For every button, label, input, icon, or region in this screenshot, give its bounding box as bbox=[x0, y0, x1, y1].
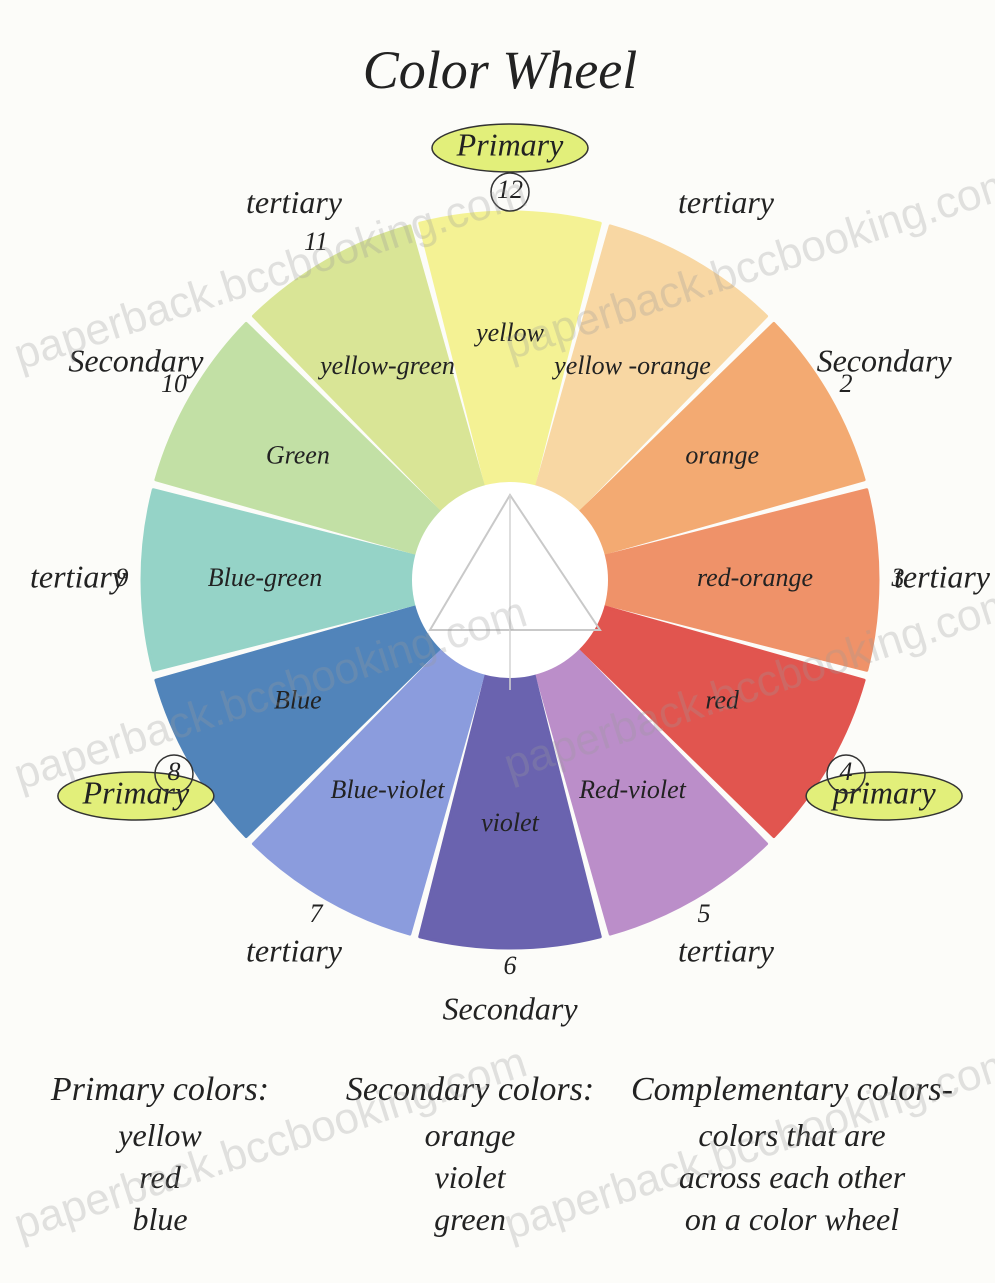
segment-number: 5 bbox=[698, 899, 711, 928]
segment-number: 9 bbox=[116, 563, 129, 592]
role-label: tertiary bbox=[30, 558, 127, 594]
segment-label: Red-violet bbox=[578, 775, 687, 804]
role-label: tertiary bbox=[678, 184, 775, 220]
segment-label: yellow -orange bbox=[551, 351, 711, 380]
title: Color Wheel bbox=[363, 40, 637, 100]
segment-number: 3 bbox=[891, 563, 905, 592]
legend-item: violet bbox=[434, 1159, 506, 1195]
role-label: Secondary bbox=[817, 342, 953, 378]
page: Color Wheel yellowPrimary12yellow -orang… bbox=[0, 0, 995, 1283]
role-label: Primary bbox=[456, 126, 564, 162]
segment-number: 2 bbox=[840, 369, 853, 398]
segment-number: 4 bbox=[840, 757, 853, 786]
segment-label: violet bbox=[481, 808, 540, 837]
segment-number: 8 bbox=[167, 757, 180, 786]
segment-label: Blue-violet bbox=[330, 775, 445, 804]
role-label: tertiary bbox=[246, 184, 343, 220]
segment-label: Blue-green bbox=[208, 563, 323, 592]
legend-heading: Primary colors: bbox=[50, 1071, 269, 1108]
segment-label: orange bbox=[685, 440, 759, 469]
segment-label: yellow-green bbox=[317, 351, 455, 380]
role-label: tertiary bbox=[246, 932, 343, 968]
segment-number: 10 bbox=[161, 369, 187, 398]
role-label: tertiary bbox=[678, 932, 775, 968]
legend-item: on a color wheel bbox=[685, 1201, 899, 1237]
legend-item: green bbox=[434, 1201, 506, 1237]
segment-number: 6 bbox=[504, 951, 517, 980]
segment-label: red-orange bbox=[697, 563, 813, 592]
legend-item: orange bbox=[425, 1117, 516, 1153]
role-label: Secondary bbox=[442, 990, 578, 1026]
segment-label: Green bbox=[266, 440, 330, 469]
segment-number: 7 bbox=[310, 899, 324, 928]
